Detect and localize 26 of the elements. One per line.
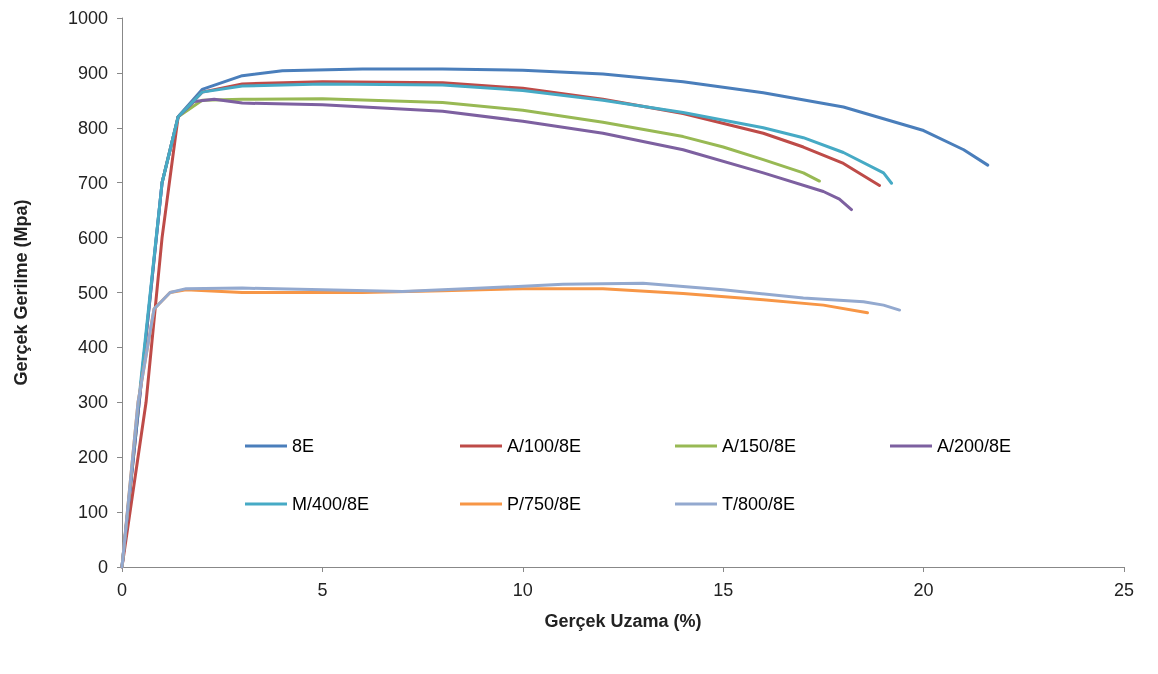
- y-tick-label: 100: [77, 502, 108, 523]
- legend-label: T/800/8E: [722, 494, 796, 514]
- y-tick-label: 0: [97, 557, 108, 577]
- y-tick-label: 200: [77, 447, 108, 468]
- y-tick-label: 600: [77, 227, 108, 248]
- x-tick-label: 10: [512, 580, 533, 600]
- y-axis-title: Gerçek Gerilme (Mpa): [11, 199, 31, 386]
- x-tick-label: 20: [913, 580, 934, 600]
- x-axis-title: Gerçek Uzama (%): [544, 611, 702, 631]
- y-tick-label: 700: [77, 172, 108, 193]
- legend-label: A/100/8E: [507, 436, 582, 456]
- x-tick-label: 5: [317, 580, 328, 600]
- legend-label: M/400/8E: [292, 494, 370, 514]
- x-tick-label: 25: [1113, 580, 1135, 600]
- y-tick-label: 900: [77, 62, 108, 83]
- y-tick-label: 300: [77, 392, 108, 413]
- legend-label: P/750/8E: [507, 494, 582, 514]
- y-tick-label: 1000: [67, 8, 108, 28]
- legend-label: A/150/8E: [722, 436, 797, 456]
- y-tick-label: 400: [77, 337, 108, 358]
- legend-label: A/200/8E: [937, 436, 1012, 456]
- x-tick-label: 15: [713, 580, 734, 600]
- legend-label: 8E: [292, 436, 315, 456]
- y-tick-label: 800: [77, 117, 108, 138]
- y-tick-label: 500: [77, 282, 108, 303]
- x-tick-label: 0: [116, 580, 128, 600]
